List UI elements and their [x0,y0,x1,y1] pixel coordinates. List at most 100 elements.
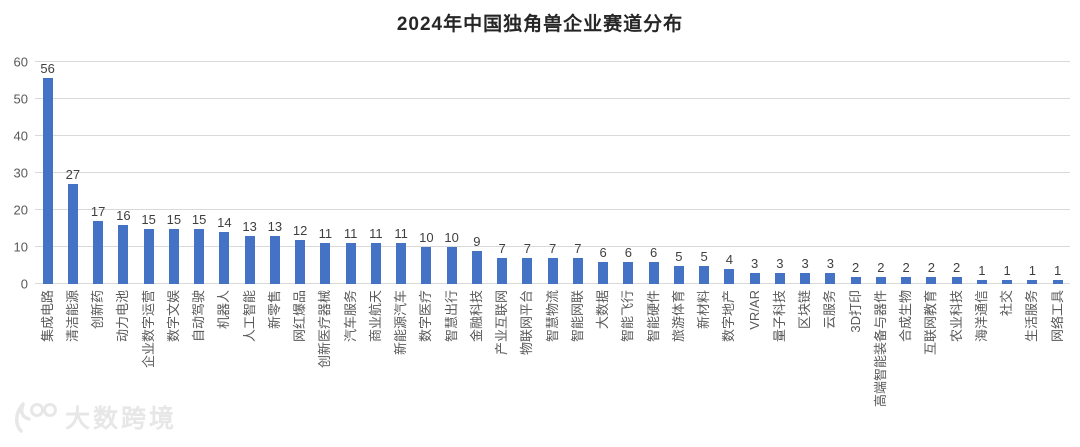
x-axis-label: 金融科技 [468,290,484,343]
x-axis-label: 集成电路 [39,290,55,343]
x-label-cell: 创新医疗器械 [313,290,338,442]
x-label-cell: 旅游体育 [666,290,691,442]
x-axis-label: 人工智能 [241,290,257,343]
bar-column: 11 [313,62,338,284]
watermark-logo-icon [15,402,57,433]
x-label-cell: 3D打印 [843,290,868,442]
x-label-cell: 智能网联 [565,290,590,442]
bar-column: 1 [969,62,994,284]
y-axis-tick-label: 0 [20,276,28,292]
x-axis-label: 网红爆品 [292,290,308,343]
value-label: 1 [1054,263,1062,279]
bar-column: 7 [540,62,565,284]
gridline [35,172,1070,173]
x-axis-label: 区块链 [797,290,813,330]
bar [143,228,154,284]
x-label-cell: 数字医疗 [414,290,439,442]
bar-column: 7 [565,62,590,284]
value-label: 3 [826,255,834,271]
value-label: 56 [40,61,55,76]
bar [168,228,179,284]
bar-column: 1 [1020,62,1045,284]
x-label-cell: 量子科技 [767,290,792,442]
bar [118,224,129,284]
x-axis-label: 大数据 [595,290,611,330]
x-label-cell: 产业互联网 [490,290,515,442]
bar-column: 15 [187,62,212,284]
value-label: 12 [292,222,308,238]
bar [345,243,356,284]
bar [446,247,457,284]
bar-column: 9 [464,62,489,284]
x-label-cell: 智能飞行 [616,290,641,442]
value-label: 5 [675,248,683,264]
x-label-cell: 数字地产 [717,290,742,442]
bar [850,276,861,284]
bar [825,272,836,284]
x-label-cell: 网红爆品 [288,290,313,442]
bar [1052,280,1063,284]
bar-columns: 56 27 17 16 15 15 15 14 13 13 12 11 11 11 11 10 10 9 7 7 7 7 6… [35,62,1070,284]
x-axis-label: 量子科技 [771,290,787,343]
bar-column: 3 [767,62,792,284]
gridline [35,135,1070,137]
plot-area: 56 27 17 16 15 15 15 14 13 13 12 11 11 11 11 10 10 9 7 7 7 7 6… [35,61,1070,284]
bar [1002,280,1013,284]
bar-column: 2 [894,62,919,284]
bar [497,258,508,284]
x-axis-label: 创新药 [90,290,106,330]
value-label: 1 [1003,263,1011,279]
value-label: 6 [624,244,632,260]
x-axis-label: 云服务 [822,290,838,330]
x-label-cell: 生活服务 [1020,290,1045,442]
x-axis-label: 智慧物流 [544,290,560,343]
bar-column: 2 [944,62,969,284]
x-axis-label: 数字文娱 [165,290,181,343]
bar [800,272,811,284]
x-label-cell: 农业科技 [944,290,969,442]
x-axis-label: 商业航天 [367,290,383,343]
bar [572,258,583,284]
x-axis-label: 数字医疗 [418,290,434,343]
x-axis-label: 旅游体育 [670,290,686,343]
value-label: 10 [444,230,459,245]
value-label: 13 [267,218,283,234]
x-label-cell: 人工智能 [237,290,262,442]
y-axis-labels: 0 10 20 30 40 50 60 [0,56,28,291]
x-axis-label: 自动驾驶 [191,290,207,343]
bar-column: 6 [641,62,666,284]
x-axis-label: 智慧出行 [443,290,459,343]
x-axis-label: 汽车服务 [342,290,358,343]
bar [194,228,205,284]
x-axis-label: 新材料 [696,290,712,330]
x-label-cell: 智慧出行 [439,290,464,442]
x-label-cell: 机器人 [212,290,237,442]
value-label: 4 [725,252,733,268]
value-label: 3 [801,255,809,271]
value-label: 2 [902,259,910,275]
y-axis-tick-label: 40 [13,128,28,144]
bar-column: 6 [591,62,616,284]
bar-column: 3 [793,62,818,284]
bar-column: 15 [136,62,161,284]
bar-column: 10 [439,62,464,284]
gridline [35,98,1070,99]
value-label: 15 [166,211,182,227]
x-label-cell: 海洋通信 [969,290,994,442]
bar-column: 56 [35,62,60,284]
value-label: 17 [90,204,106,220]
x-axis-labels: 集成电路 清洁能源 创新药 动力电池 企业数字运营 数字文娱 自动驾驶 机器人 人工智能 新零售网… [35,290,1070,442]
x-axis-label: 创新医疗器械 [317,290,333,369]
value-label: 15 [141,211,156,227]
x-label-cell: 新能源汽车 [389,290,414,442]
x-axis-label: 清洁能源 [64,290,80,343]
value-label: 5 [700,248,708,264]
x-label-cell: 汽车服务 [338,290,363,442]
bar-column: 2 [843,62,868,284]
bar-column: 6 [616,62,641,284]
bar [244,235,255,284]
x-axis-label: 企业数字运营 [140,290,156,369]
value-label: 6 [650,244,658,260]
bar [976,280,987,284]
